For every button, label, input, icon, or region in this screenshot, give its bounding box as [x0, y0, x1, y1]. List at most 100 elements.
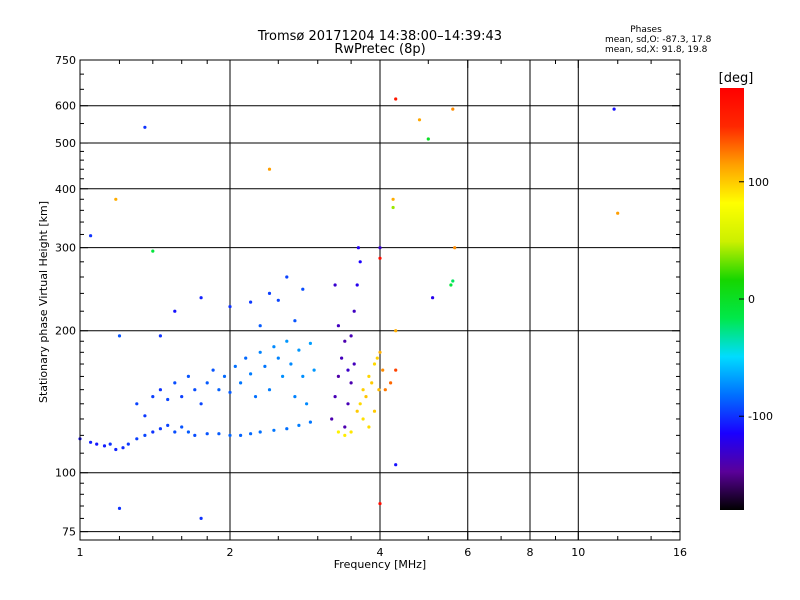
- data-point: [394, 329, 398, 333]
- data-point: [117, 334, 122, 338]
- data-point: [173, 430, 177, 434]
- data-point: [394, 463, 398, 467]
- y-tick-label: 100: [55, 467, 76, 480]
- data-point: [394, 368, 398, 372]
- data-point: [389, 381, 393, 385]
- data-point: [343, 339, 347, 343]
- colorbar-tick-label: 0: [748, 293, 755, 306]
- data-point: [451, 279, 455, 283]
- data-point: [166, 423, 170, 427]
- data-point: [308, 420, 312, 424]
- data-point: [180, 395, 184, 399]
- data-point: [143, 125, 147, 129]
- colorbar-label: [deg]: [719, 71, 754, 86]
- data-point: [276, 298, 280, 302]
- data-point: [186, 374, 190, 378]
- colorbar: [deg] 100 0 -100: [719, 71, 773, 510]
- data-point: [121, 446, 125, 450]
- data-point: [305, 402, 309, 406]
- phase-summary-o: mean, sd,O: -87.3, 17.8: [605, 35, 712, 45]
- data-point: [222, 374, 227, 378]
- data-point: [361, 388, 365, 392]
- data-point: [367, 374, 371, 378]
- data-point: [285, 339, 289, 343]
- data-point: [336, 324, 340, 328]
- data-point: [391, 197, 395, 201]
- data-point: [217, 432, 221, 436]
- data-point: [211, 368, 215, 372]
- data-point: [358, 260, 362, 264]
- data-point: [239, 381, 243, 385]
- data-point: [173, 309, 177, 313]
- y-tick-label: 600: [55, 100, 76, 113]
- data-point: [199, 516, 203, 521]
- y-tick-label: 75: [62, 526, 76, 539]
- data-point: [378, 502, 382, 506]
- data-point: [258, 430, 262, 434]
- data-point: [151, 395, 155, 399]
- data-point: [383, 388, 387, 392]
- data-point: [285, 275, 289, 279]
- data-point: [381, 368, 385, 372]
- data-point: [616, 211, 620, 215]
- data-point: [89, 234, 93, 238]
- data-points: [78, 97, 620, 521]
- data-point: [89, 440, 93, 444]
- data-point: [180, 425, 184, 429]
- data-point: [114, 447, 118, 452]
- data-point: [451, 107, 455, 111]
- data-point: [267, 388, 272, 392]
- y-tick-label: 400: [55, 183, 76, 196]
- data-point: [349, 430, 353, 434]
- data-point: [249, 300, 253, 304]
- x-tick-label: 16: [673, 546, 687, 559]
- y-tick-label: 200: [55, 325, 76, 338]
- data-point: [426, 137, 430, 141]
- data-point: [205, 381, 209, 385]
- colorbar-ticks: 100 0 -100: [739, 176, 773, 423]
- data-point: [173, 381, 177, 385]
- data-point: [108, 442, 112, 446]
- data-point: [293, 319, 297, 323]
- data-point: [285, 427, 289, 431]
- data-point: [453, 246, 457, 250]
- chart-subtitle: RwPretec (8p): [334, 42, 425, 57]
- data-point: [151, 430, 155, 434]
- y-axis: 75 100 200 300 400 500 600 750: [55, 54, 680, 539]
- data-point: [364, 395, 368, 399]
- data-point: [249, 432, 253, 436]
- data-point: [217, 388, 221, 392]
- data-point: [263, 364, 267, 368]
- data-point: [336, 374, 340, 378]
- data-point: [312, 368, 316, 372]
- data-point: [346, 368, 350, 372]
- data-point: [377, 388, 381, 392]
- phase-summary-x: mean, sd,X: 91.8, 19.8: [605, 45, 708, 55]
- data-point: [158, 388, 162, 392]
- data-point: [281, 374, 285, 378]
- data-point: [340, 356, 344, 360]
- data-point: [336, 430, 340, 434]
- phase-summary-title: Phases: [630, 25, 662, 35]
- data-point: [95, 442, 99, 446]
- data-point: [355, 409, 359, 413]
- data-point: [135, 437, 139, 441]
- data-point: [199, 296, 203, 300]
- data-point: [126, 442, 130, 446]
- data-point: [352, 309, 356, 313]
- x-axis: 1 2 4 6 8 10 16: [77, 60, 687, 559]
- data-point: [356, 246, 360, 250]
- data-point: [308, 341, 312, 345]
- data-point: [358, 402, 362, 406]
- data-point: [297, 348, 301, 352]
- data-point: [233, 364, 237, 368]
- grid-lines: [80, 60, 680, 540]
- data-point: [166, 397, 170, 402]
- data-point: [333, 283, 337, 287]
- chart-title: Tromsø 20171204 14:38:00–14:39:43: [257, 29, 502, 44]
- data-point: [267, 291, 272, 295]
- data-point: [205, 432, 209, 436]
- data-point: [391, 205, 395, 210]
- data-point: [267, 167, 272, 171]
